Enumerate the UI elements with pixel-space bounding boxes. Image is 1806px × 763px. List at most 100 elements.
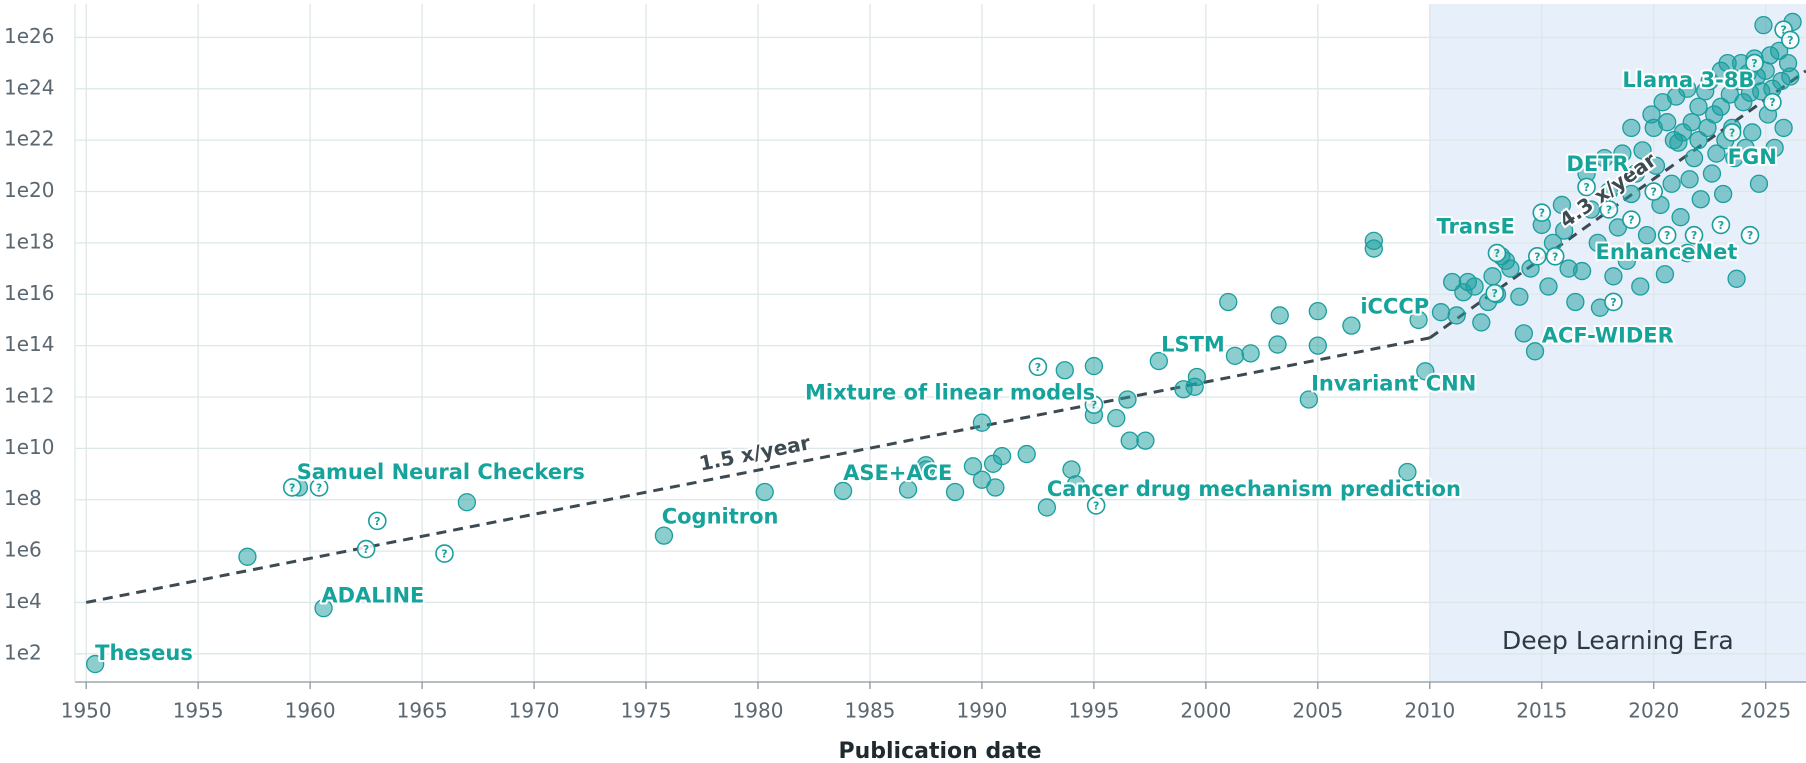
uncertain-point <box>1684 225 1704 245</box>
point <box>1713 184 1733 204</box>
uncertain-point <box>1781 30 1800 50</box>
point <box>1149 351 1168 371</box>
annotation: ASE+ACE <box>843 461 952 485</box>
point <box>1084 356 1104 376</box>
point <box>1364 239 1383 258</box>
point <box>1622 184 1641 204</box>
grid-layer <box>74 4 1806 689</box>
annotation: Mixture of linear models <box>805 381 1095 405</box>
x-tick-label: 1990 <box>956 699 1007 723</box>
uncertain-glyph: ? <box>374 515 380 528</box>
point <box>972 470 992 489</box>
uncertain-glyph: ? <box>1769 96 1775 109</box>
y-tick-label: 1e14 <box>4 332 54 356</box>
annotation: DETR <box>1566 152 1628 176</box>
uncertain-glyph: ? <box>1651 186 1657 199</box>
uncertain-glyph: ? <box>1628 214 1634 227</box>
point <box>1678 79 1697 98</box>
point <box>1689 97 1708 116</box>
annotation: LSTM <box>1161 333 1225 357</box>
point <box>1308 336 1327 355</box>
x-tick-label: 2005 <box>1292 699 1343 723</box>
uncertain-glyph: ? <box>363 543 369 556</box>
y-tick-label: 1e24 <box>4 75 54 99</box>
point <box>1299 390 1319 409</box>
point <box>1539 277 1558 296</box>
point <box>1658 113 1677 132</box>
x-tick-label: 1950 <box>61 699 112 723</box>
x-tick-label: 2010 <box>1404 699 1455 723</box>
point <box>1465 277 1484 296</box>
uncertain-point <box>282 478 302 497</box>
y-tick-label: 1e8 <box>4 486 42 510</box>
point <box>1409 310 1428 330</box>
annotation: iCCCP <box>1360 295 1429 319</box>
uncertain-point <box>1084 395 1104 415</box>
point <box>1219 292 1238 312</box>
points-layer: ???????????????????????????? <box>86 12 1802 674</box>
uncertain-glyph: ? <box>1718 219 1724 232</box>
uncertain-point <box>1740 225 1760 245</box>
point <box>1617 251 1637 270</box>
annotation: Cognitron <box>662 505 779 529</box>
x-tick-label: 2000 <box>1180 699 1231 723</box>
uncertain-glyph: ? <box>1691 229 1697 242</box>
y-tick-label: 1e26 <box>4 24 54 48</box>
point <box>1398 462 1417 482</box>
uncertain-glyph: ? <box>1664 229 1670 242</box>
annotation: Llama 3-8B <box>1622 68 1754 92</box>
x-tick-label: 1960 <box>285 699 336 723</box>
y-tick-label: 1e12 <box>4 383 54 407</box>
point <box>972 413 992 432</box>
point <box>457 493 477 512</box>
point <box>1472 313 1491 332</box>
x-tick-label: 1975 <box>621 699 672 723</box>
uncertain-point <box>368 511 387 531</box>
annotation: Samuel Neural Checkers <box>297 460 585 484</box>
point <box>1725 148 1744 168</box>
y-tick-label: 1e20 <box>4 178 54 202</box>
point <box>755 482 774 502</box>
point <box>1187 367 1207 387</box>
annotation: FGN <box>1728 145 1777 169</box>
point <box>833 481 853 501</box>
uncertain-point <box>309 478 329 497</box>
point <box>1702 164 1722 183</box>
uncertain-point <box>1485 283 1505 303</box>
uncertain-point <box>1711 215 1731 235</box>
point <box>1633 141 1652 160</box>
uncertain-point <box>1604 292 1623 312</box>
uncertain-point <box>1644 182 1664 201</box>
point <box>1781 67 1800 86</box>
annotation: Invariant CNN <box>1311 372 1476 396</box>
uncertain-point <box>356 539 376 559</box>
point <box>1588 233 1607 253</box>
uncertain-glyph: ? <box>1091 399 1097 412</box>
point <box>1501 259 1520 278</box>
point <box>1270 306 1289 325</box>
point <box>1017 444 1036 464</box>
uncertain-point <box>1722 123 1742 142</box>
point <box>986 478 1005 497</box>
point <box>1431 303 1451 322</box>
point <box>1622 118 1641 138</box>
uncertain-glyph: ? <box>1583 181 1589 194</box>
point <box>1689 131 1708 150</box>
uncertain-point <box>1745 53 1764 73</box>
x-tick-label: 1980 <box>733 699 784 723</box>
uncertain-glyph: ? <box>441 548 447 561</box>
point <box>1680 170 1699 189</box>
annotation: ADALINE <box>321 584 424 608</box>
uncertain-glyph: ? <box>1610 296 1616 309</box>
y-tick-label: 1e16 <box>4 281 54 305</box>
annotation: EnhanceNet <box>1596 240 1738 264</box>
point <box>1769 41 1789 60</box>
point <box>1749 174 1769 193</box>
point <box>1225 346 1245 365</box>
point <box>1555 221 1574 240</box>
point <box>963 457 983 476</box>
point <box>1342 316 1361 335</box>
point <box>1754 16 1773 35</box>
point <box>1646 156 1666 175</box>
point <box>86 654 105 674</box>
